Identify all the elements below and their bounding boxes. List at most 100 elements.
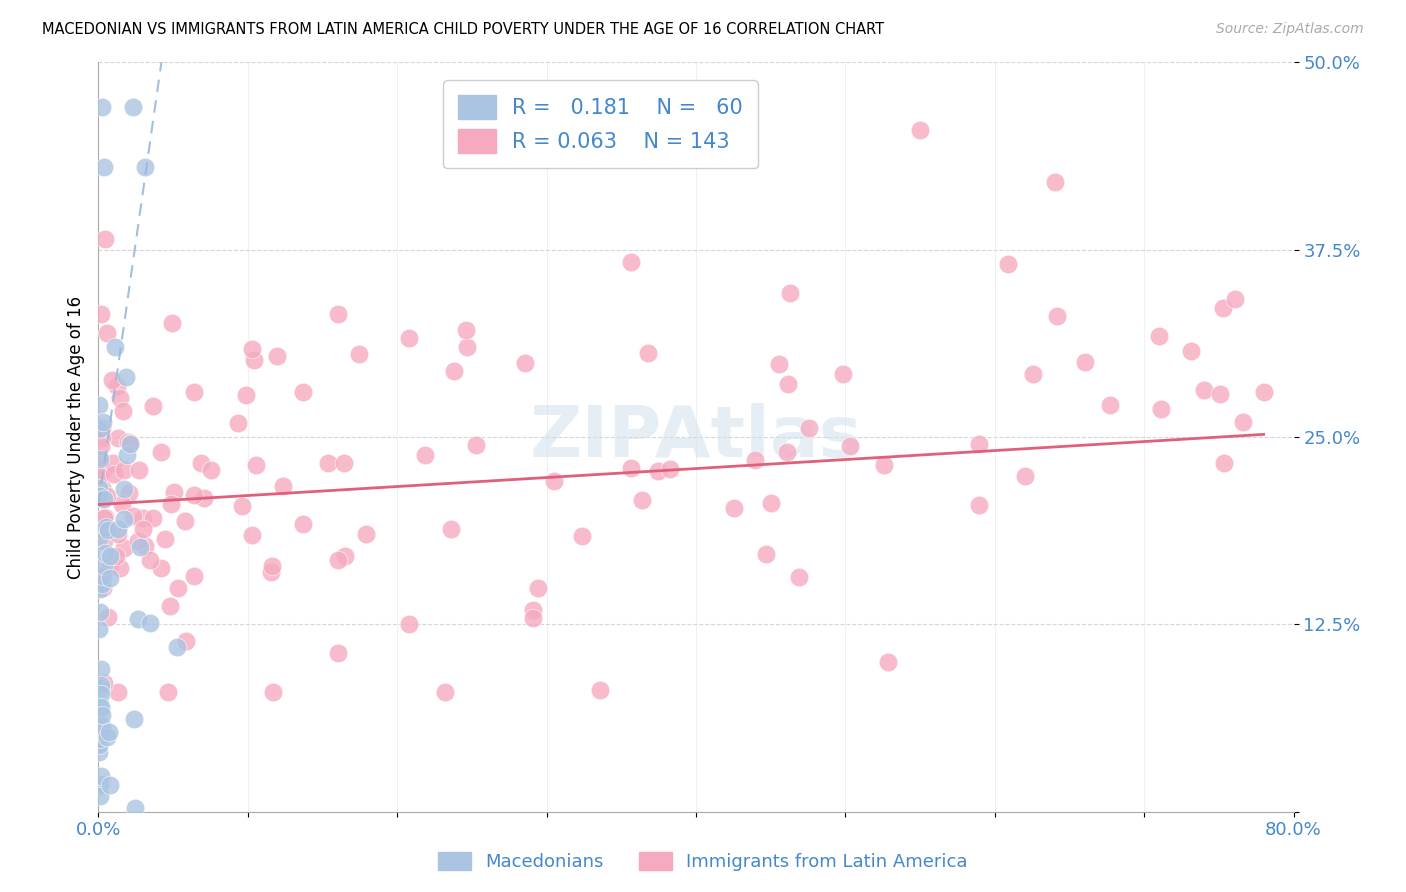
Point: [91, 708, 114, 723]
Point: [908, 123, 931, 137]
Legend: Macedonians, Immigrants from Latin America: Macedonians, Immigrants from Latin Ameri…: [430, 845, 976, 879]
Point: [543, 475, 565, 489]
Point: [89, 715, 111, 730]
Point: [97, 560, 120, 574]
Point: [1098, 398, 1121, 412]
Point: [97, 609, 120, 624]
Point: [128, 540, 150, 554]
Point: [153, 532, 176, 546]
Text: ZIPAtlas: ZIPAtlas: [530, 402, 862, 472]
Point: [150, 444, 173, 458]
Point: [108, 391, 131, 405]
Point: [89, 489, 111, 503]
Point: [91, 581, 114, 595]
Point: [658, 462, 681, 476]
Point: [1046, 309, 1069, 323]
Point: [193, 491, 215, 506]
Point: [90, 687, 112, 701]
Point: [620, 254, 643, 268]
Point: [111, 497, 134, 511]
Point: [1213, 456, 1236, 470]
Point: [98, 778, 121, 792]
Point: [122, 508, 145, 523]
Point: [112, 403, 135, 417]
Point: [243, 352, 266, 367]
Point: [1180, 344, 1202, 359]
Point: [90, 700, 112, 714]
Point: [1022, 368, 1045, 382]
Point: [97, 724, 120, 739]
Point: [318, 456, 340, 470]
Point: [1212, 301, 1234, 315]
Legend: R =   0.181    N =   60, R = 0.063    N = 143: R = 0.181 N = 60, R = 0.063 N = 143: [443, 80, 758, 168]
Point: [87, 450, 110, 464]
Point: [87, 697, 110, 711]
Point: [89, 777, 111, 791]
Point: [87, 737, 110, 751]
Point: [134, 539, 156, 553]
Point: [89, 731, 111, 746]
Point: [89, 789, 111, 804]
Point: [91, 568, 114, 582]
Text: MACEDONIAN VS IMMIGRANTS FROM LATIN AMERICA CHILD POVERTY UNDER THE AGE OF 16 CO: MACEDONIAN VS IMMIGRANTS FROM LATIN AMER…: [42, 22, 884, 37]
Point: [174, 634, 197, 648]
Point: [90, 678, 112, 692]
Point: [90, 725, 112, 739]
Point: [87, 469, 110, 483]
Point: [90, 463, 112, 477]
Point: [744, 453, 766, 467]
Point: [162, 485, 184, 500]
Point: [142, 399, 165, 413]
Point: [456, 324, 478, 338]
Point: [112, 482, 135, 496]
Point: [94, 510, 117, 524]
Point: [464, 438, 486, 452]
Point: [107, 431, 129, 445]
Point: [631, 492, 654, 507]
Point: [1149, 329, 1171, 343]
Point: [356, 527, 378, 541]
Point: [522, 611, 544, 625]
Point: [443, 364, 465, 378]
Point: [768, 357, 790, 371]
Point: [107, 685, 129, 699]
Point: [138, 553, 160, 567]
Point: [87, 745, 110, 759]
Point: [433, 685, 456, 699]
Point: [231, 499, 253, 513]
Point: [91, 577, 114, 591]
Point: [200, 463, 222, 477]
Point: [132, 511, 155, 525]
Point: [115, 448, 138, 462]
Point: [759, 496, 782, 510]
Point: [776, 377, 799, 392]
Point: [96, 523, 118, 537]
Point: [775, 445, 797, 459]
Point: [89, 605, 111, 619]
Point: [89, 481, 111, 495]
Point: [101, 373, 124, 387]
Point: [134, 161, 156, 175]
Point: [117, 435, 139, 450]
Point: [91, 464, 114, 478]
Point: [647, 464, 669, 478]
Point: [94, 232, 117, 246]
Point: [1074, 355, 1097, 369]
Point: [93, 491, 115, 506]
Point: [245, 458, 267, 473]
Point: [515, 356, 537, 370]
Point: [779, 285, 801, 300]
Point: [93, 559, 115, 574]
Point: [240, 342, 263, 356]
Point: [877, 655, 900, 669]
Point: [787, 570, 810, 584]
Point: [87, 488, 110, 502]
Point: [1194, 384, 1216, 398]
Point: [150, 561, 173, 575]
Point: [118, 486, 141, 500]
Point: [90, 768, 112, 782]
Point: [107, 527, 129, 541]
Point: [620, 461, 643, 475]
Point: [166, 640, 188, 655]
Point: [967, 498, 990, 512]
